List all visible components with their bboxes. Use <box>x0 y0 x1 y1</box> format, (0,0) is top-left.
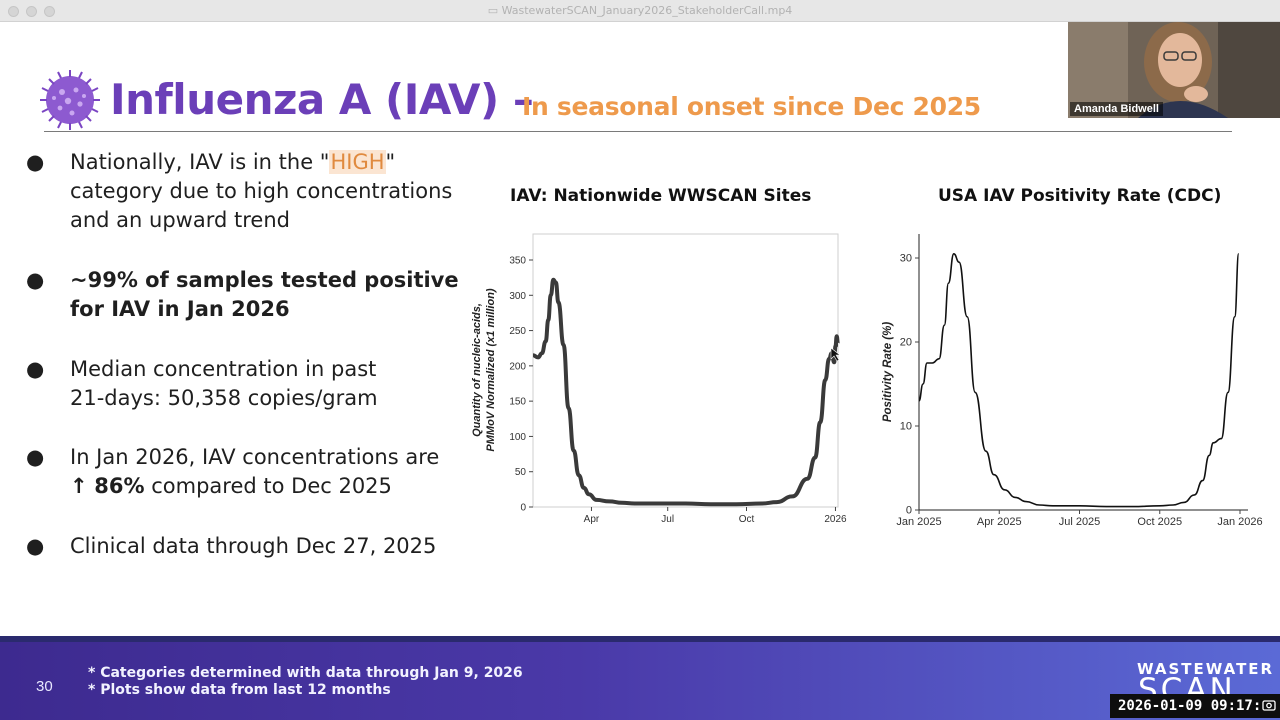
plot-frame <box>532 233 839 508</box>
y-axis-label: Quantity of nucleic-acids, <box>471 303 483 437</box>
bullet-line: ↑ 86% compared to Dec 2025 <box>70 472 439 501</box>
x-tick-label: Apr <box>584 514 600 525</box>
y-tick-label: 50 <box>515 467 527 478</box>
x-tick-label: Jul <box>661 514 674 525</box>
y-tick-label: 0 <box>520 503 526 514</box>
slide-title: Influenza A (IAV) – <box>110 75 534 124</box>
y-tick-label: 300 <box>509 291 526 302</box>
file-icon: ▭ <box>487 4 502 17</box>
participant-name: Amanda Bidwell <box>1070 102 1163 116</box>
x-tick-label: Jul 2025 <box>1059 516 1101 528</box>
slide: Influenza A (IAV) – In seasonal onset si… <box>0 22 1280 720</box>
x-tick-label: Oct <box>739 514 755 525</box>
participant-video-frame <box>1068 22 1280 118</box>
x-tick-label: Jan 2026 <box>1217 516 1262 528</box>
bullet-line: ~99% of samples tested positive <box>70 268 459 292</box>
bullet-line: category due to high concentrations <box>70 179 453 203</box>
influenza-virus-icon <box>40 70 100 130</box>
y-tick-label: 350 <box>509 256 526 267</box>
percent-change: 86% <box>94 474 145 498</box>
slide-footer: 30 * Categories determined with data thr… <box>0 636 1280 720</box>
slide-subtitle: In seasonal onset since Dec 2025 <box>522 92 981 121</box>
positivity-series-line <box>918 253 1240 508</box>
timestamp-overlay: 2026-01-09 09:17: <box>1110 694 1280 718</box>
bullet-dot: ● <box>26 357 45 381</box>
bullet-line: 21-days: 50,358 copies/gram <box>70 386 378 410</box>
cdc-positivity-chart: Positivity Rate (%) 0 10 20 30 Jan 2025 Apr … <box>882 234 1263 528</box>
bullet-line: Nationally, IAV is in the "HIGH" <box>70 148 452 177</box>
y-tick-label: 250 <box>509 326 526 337</box>
y-tick-label: 100 <box>509 432 526 443</box>
footnote: * Plots show data from last 12 months <box>88 682 391 698</box>
mouse-cursor-icon <box>830 347 841 362</box>
y-tick-label: 0 <box>906 505 912 517</box>
close-window-icon[interactable] <box>8 6 19 17</box>
bullet-line: for IAV in Jan 2026 <box>70 297 290 321</box>
footnote: * Categories determined with data throug… <box>88 665 523 681</box>
zoom-window-icon[interactable] <box>44 6 55 17</box>
bullet-line: In Jan 2026, IAV concentrations are <box>70 445 440 469</box>
y-axis-label: Positivity Rate (%) <box>882 322 894 422</box>
window-title-text: WastewaterSCAN_January2026_StakeholderCa… <box>501 4 793 17</box>
y-axis-label: PMMoV Normalized (x1 million) <box>485 288 497 452</box>
bullet-text: compared to Dec 2025 <box>144 474 392 498</box>
bullet-dot: ● <box>26 150 45 174</box>
bullet-text: Nationally, IAV is in the " <box>70 150 330 174</box>
screen-capture-icon[interactable] <box>1262 698 1276 712</box>
window-title: ▭ WastewaterSCAN_January2026_Stakeholder… <box>0 4 1280 17</box>
timestamp-text: 2026-01-09 09:17: <box>1118 698 1262 714</box>
x-tick-label: Oct 2025 <box>1137 516 1182 528</box>
slide-number: 30 <box>36 678 53 695</box>
brand-logo-top: WASTEWATER <box>1137 660 1275 678</box>
title-divider <box>44 131 1232 132</box>
chart-title-wwscan: IAV: Nationwide WWSCAN Sites <box>510 186 812 206</box>
x-tick-label: Apr 2025 <box>977 516 1022 528</box>
bullet-dot: ● <box>26 268 45 292</box>
y-tick-label: 200 <box>509 361 526 372</box>
bullet-line: and an upward trend <box>70 208 290 232</box>
minimize-window-icon[interactable] <box>26 6 37 17</box>
chart-title-cdc: USA IAV Positivity Rate (CDC) <box>938 186 1222 206</box>
high-category-badge: HIGH <box>329 150 386 174</box>
wwscan-concentration-chart: Quantity of nucleic-acids, PMMoV Normali… <box>471 233 847 525</box>
x-tick-label: 2026 <box>824 514 847 525</box>
up-arrow-icon: ↑ <box>70 474 88 498</box>
participant-video-tile[interactable]: Amanda Bidwell <box>1068 22 1280 118</box>
bullet-line: Clinical data through Dec 27, 2025 <box>70 534 437 558</box>
bullet-dot: ● <box>26 445 45 469</box>
bullet-text: " <box>385 150 396 174</box>
wwscan-series-line <box>532 277 840 507</box>
bullet-line: Median concentration in past <box>70 357 377 381</box>
window-titlebar: ▭ WastewaterSCAN_January2026_Stakeholder… <box>0 0 1280 22</box>
y-tick-label: 150 <box>509 397 526 408</box>
y-tick-label: 20 <box>900 337 912 349</box>
y-tick-label: 30 <box>900 253 912 265</box>
y-tick-label: 10 <box>900 421 912 433</box>
x-tick-label: Jan 2025 <box>896 516 941 528</box>
bullet-dot: ● <box>26 534 45 558</box>
